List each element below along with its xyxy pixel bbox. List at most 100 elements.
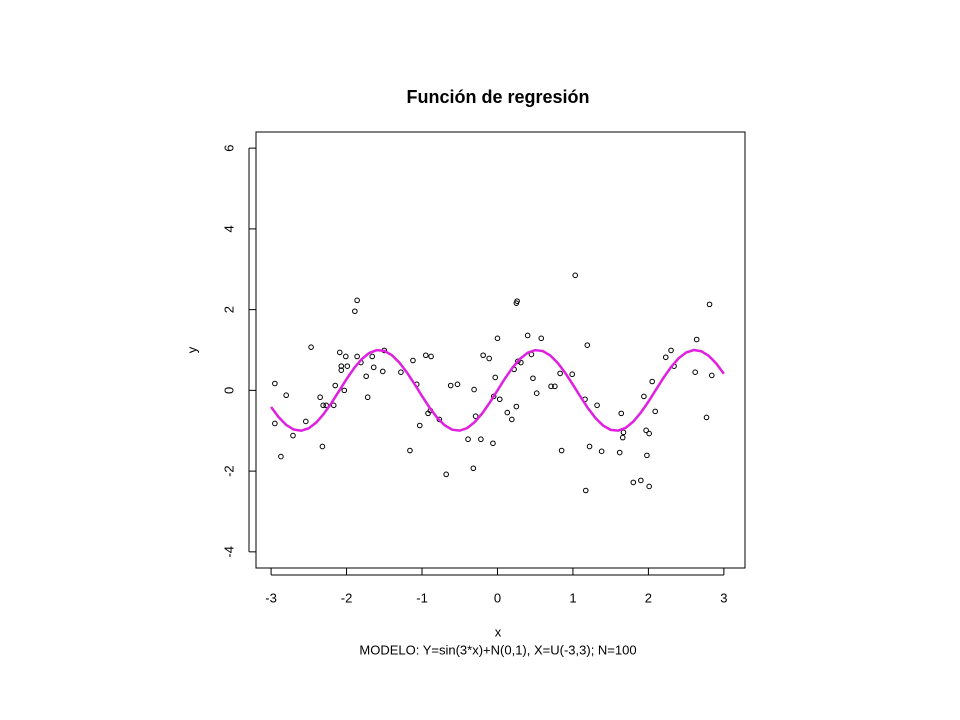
y-tick-label: 6 [221, 145, 236, 152]
point [436, 416, 443, 423]
point [504, 409, 511, 416]
point [272, 420, 278, 427]
point [618, 410, 625, 417]
point [582, 487, 589, 494]
point [515, 358, 521, 365]
point [363, 373, 369, 380]
point [354, 353, 360, 360]
point [338, 367, 345, 373]
point [422, 352, 429, 359]
point [708, 372, 715, 379]
point [620, 429, 627, 436]
point [283, 392, 289, 399]
point [398, 369, 404, 376]
point [530, 375, 536, 382]
regression-curve [270, 348, 725, 432]
point [443, 471, 449, 478]
point [354, 297, 360, 304]
y-axis-label: y [184, 346, 199, 353]
y-tick-label: -4 [221, 546, 236, 558]
point [447, 382, 454, 389]
point [703, 414, 710, 421]
point [646, 430, 652, 437]
point [370, 364, 377, 371]
point [533, 390, 540, 396]
point [336, 349, 343, 356]
point [646, 483, 652, 490]
point [706, 301, 713, 308]
point [509, 416, 515, 423]
subtitle: MODELO: Y=sin(3*x)+N(0,1), X=U(-3,3); N=… [359, 642, 636, 657]
point [693, 336, 700, 343]
point [319, 443, 326, 450]
point [338, 363, 345, 369]
x-tick-label: 2 [645, 590, 652, 605]
point [341, 387, 348, 394]
point [332, 382, 339, 389]
point [343, 353, 349, 360]
point [486, 355, 492, 362]
point [649, 378, 655, 385]
point [478, 436, 484, 443]
point [586, 443, 593, 450]
point [472, 413, 479, 420]
point [407, 447, 413, 454]
point [494, 335, 501, 342]
point [668, 347, 674, 354]
point [598, 448, 605, 455]
point [652, 408, 658, 415]
x-tick-label: -1 [416, 590, 428, 605]
point [643, 427, 649, 434]
point [480, 352, 486, 359]
point [524, 332, 531, 339]
point [352, 308, 358, 315]
point [490, 440, 496, 447]
point [584, 342, 591, 348]
point [454, 381, 461, 388]
point [638, 477, 644, 484]
point [379, 368, 386, 375]
x-tick-label: 0 [494, 590, 501, 605]
point [662, 354, 669, 361]
point [513, 403, 520, 410]
point [369, 353, 376, 360]
point [272, 380, 278, 387]
point [538, 335, 545, 342]
y-tick-label: 2 [221, 306, 236, 313]
x-tick-label: 3 [720, 590, 727, 605]
point [692, 369, 698, 376]
x-tick-label: -3 [265, 590, 277, 605]
point [330, 402, 337, 409]
point [616, 449, 623, 456]
point [641, 393, 647, 400]
point [465, 436, 471, 443]
point [428, 353, 434, 360]
point [630, 479, 637, 486]
point [518, 359, 524, 366]
point [514, 298, 520, 304]
point [278, 453, 284, 460]
point [471, 386, 477, 393]
point [557, 370, 563, 377]
point [548, 383, 554, 390]
point [303, 418, 309, 425]
point [594, 402, 600, 409]
point [569, 371, 575, 378]
point [644, 452, 650, 459]
point [290, 432, 296, 439]
point [364, 394, 371, 401]
x-tick-label: -2 [341, 590, 353, 605]
point [558, 447, 565, 454]
point [416, 422, 423, 429]
y-tick-label: -2 [221, 465, 236, 477]
plot-frame [255, 131, 746, 569]
x-axis-label: x [495, 624, 502, 639]
y-tick-label: 0 [221, 387, 236, 394]
point [572, 272, 579, 279]
point [492, 374, 499, 381]
point [619, 434, 626, 441]
point [552, 383, 558, 390]
x-tick-label: 1 [569, 590, 576, 605]
